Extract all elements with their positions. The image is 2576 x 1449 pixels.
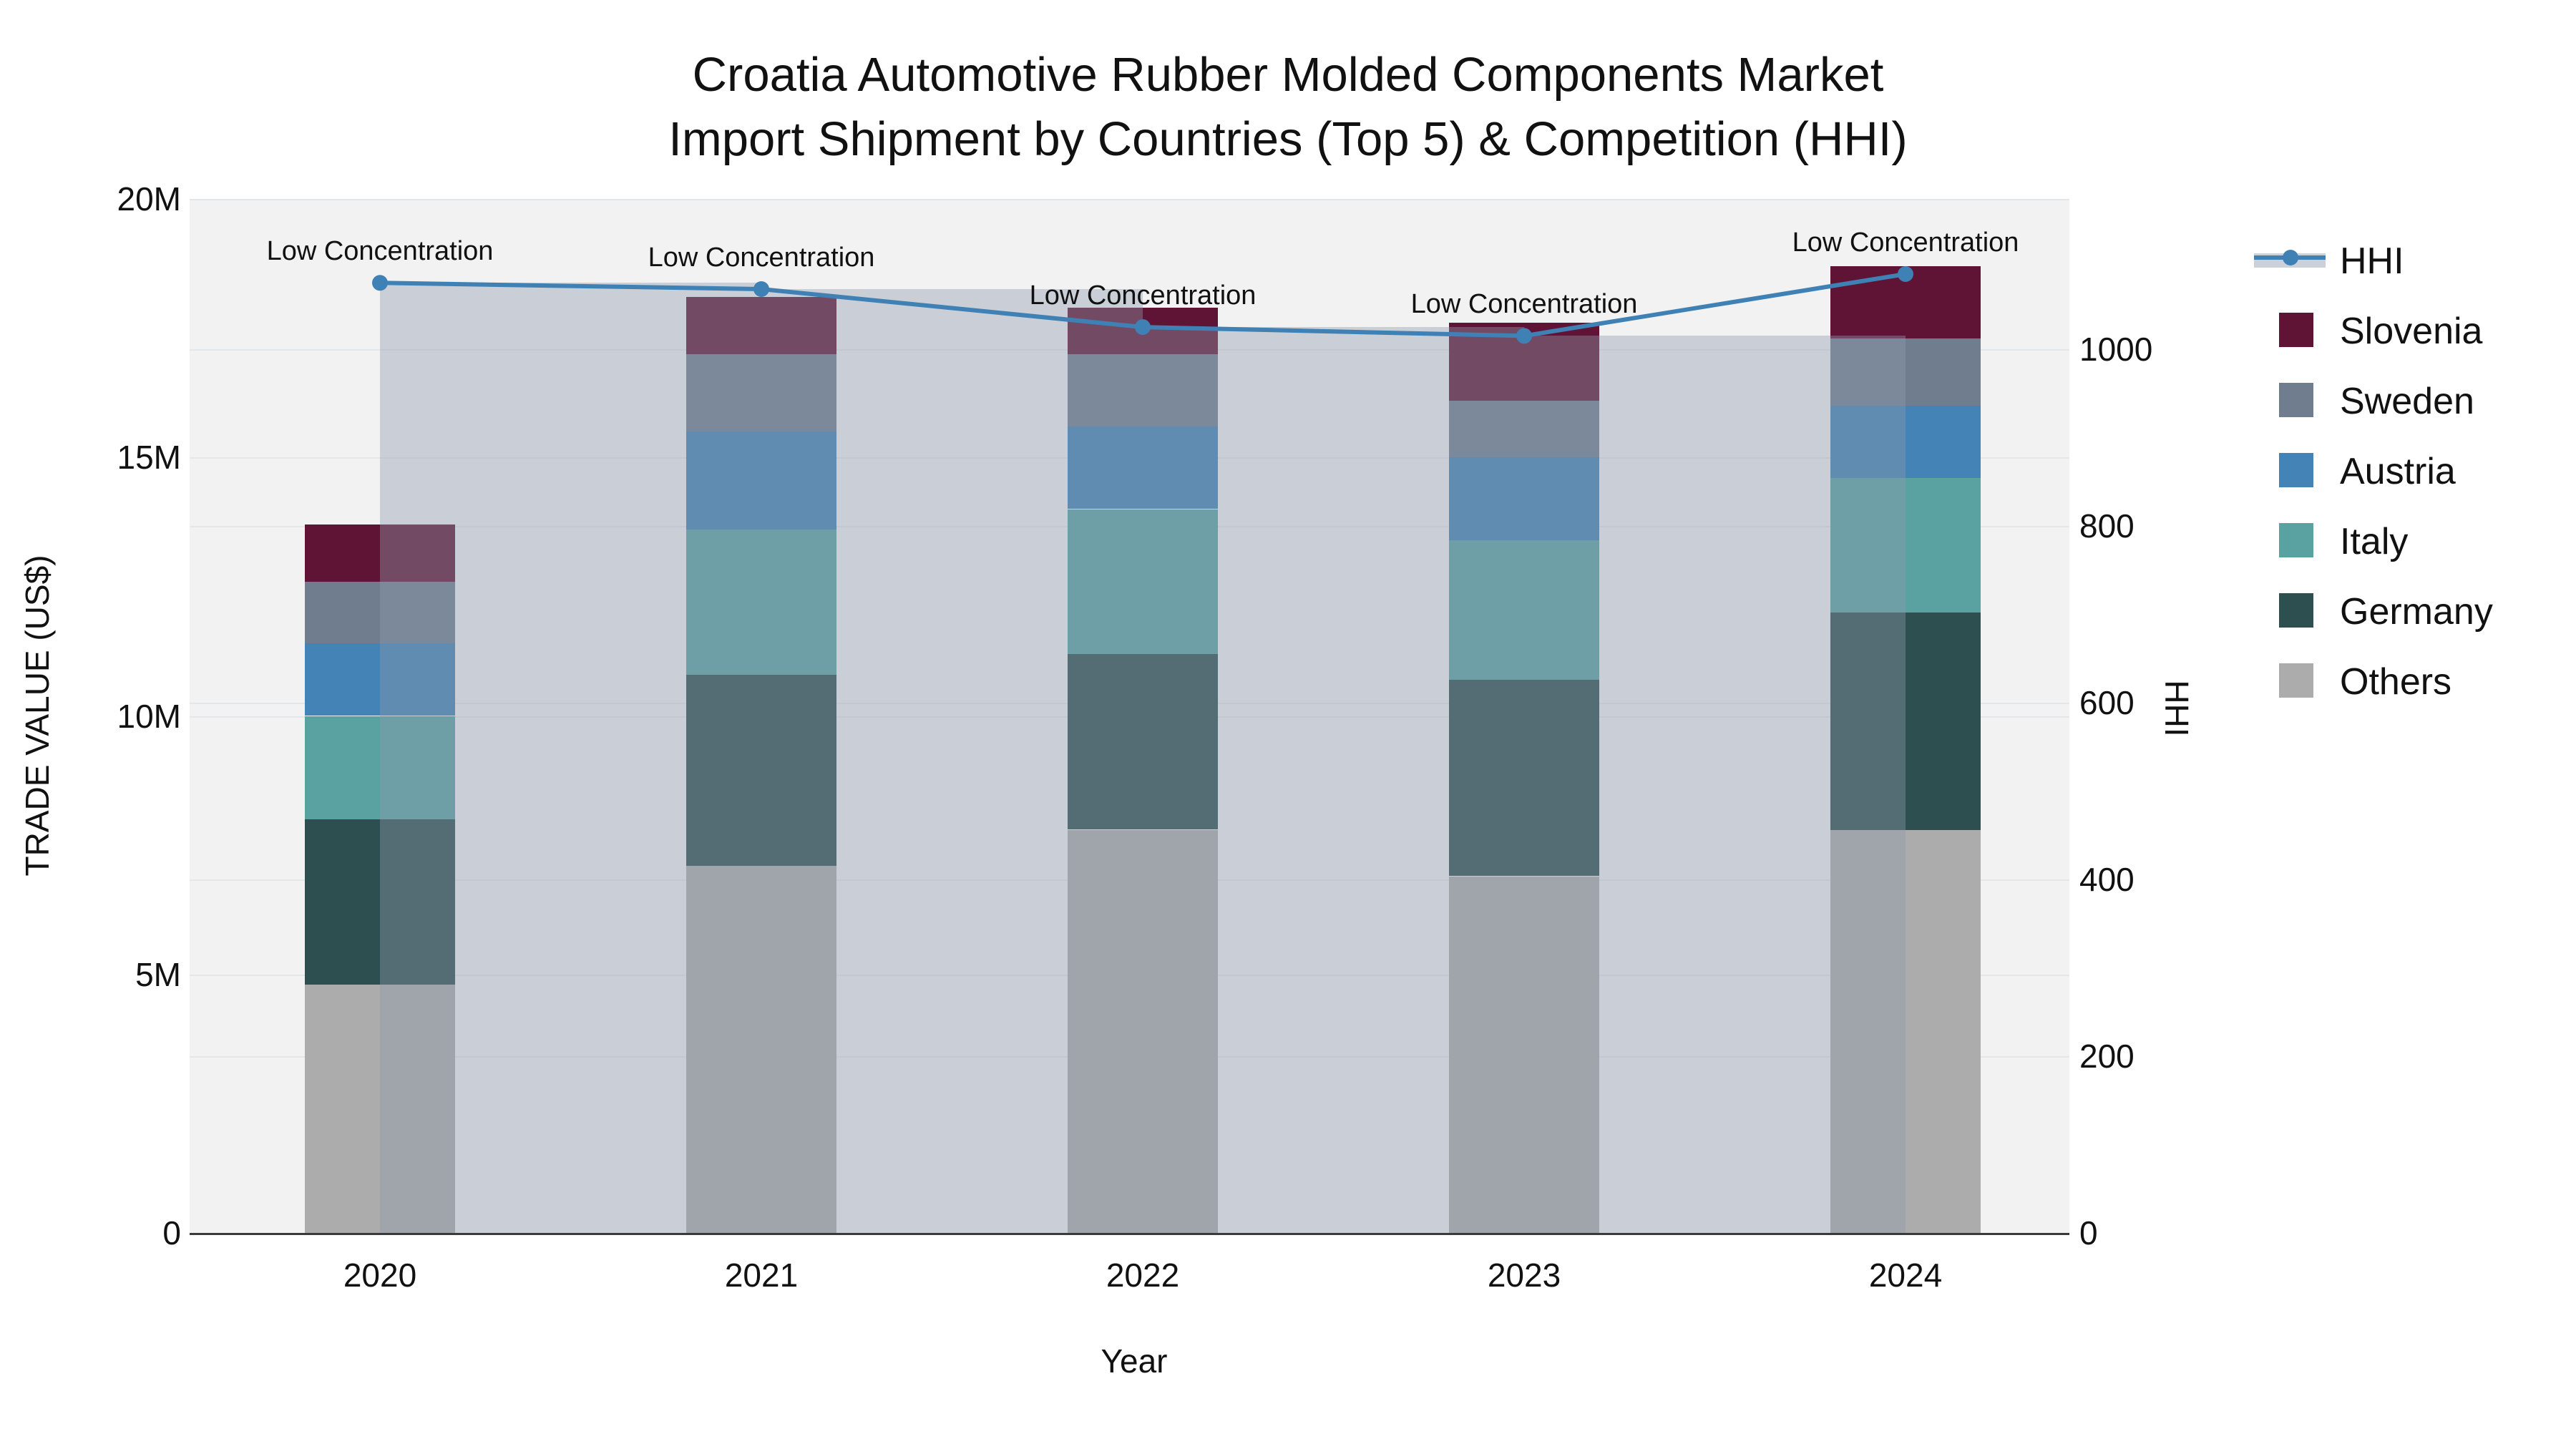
legend-label-sweden: Sweden <box>2340 381 2474 422</box>
x-tick-2023: 2023 <box>1487 1257 1561 1294</box>
chart-title: Croatia Automotive Rubber Molded Compone… <box>668 43 1907 172</box>
legend-item-hhi: HHI <box>2254 240 2569 282</box>
y-right-tick-400: 400 <box>2079 861 2135 898</box>
hhi-marker-2021 <box>753 281 769 297</box>
y-left-tick-15M: 15M <box>117 439 181 476</box>
bar-segment-2022-sweden <box>1068 353 1218 426</box>
legend-swatch-germany <box>2279 593 2313 628</box>
bar-segment-2024-italy <box>1830 478 1981 613</box>
annotation-low-concentration-2021: Low Concentration <box>648 243 875 273</box>
bar-segment-2021-others <box>686 866 836 1233</box>
hhi-bar-2022 <box>1143 327 1524 1233</box>
legend-item-germany: Germany <box>2254 590 2569 633</box>
annotation-low-concentration-2020: Low Concentration <box>266 236 494 267</box>
hhi-marker-2023 <box>1516 328 1532 344</box>
bar-segment-2023-sweden <box>1449 400 1599 458</box>
bar-segment-2021-slovenia <box>686 297 836 354</box>
hhi-marker-2020 <box>372 275 388 291</box>
x-tick-2022: 2022 <box>1106 1257 1180 1294</box>
y-left-tick-5M: 5M <box>135 956 181 993</box>
hhi-bar-2023 <box>1524 336 1906 1233</box>
y-left-tick-20M: 20M <box>117 180 181 218</box>
bar-segment-2023-germany <box>1449 679 1599 877</box>
x-tick-2020: 2020 <box>343 1257 417 1294</box>
bar-segment-2020-germany <box>305 819 455 985</box>
y-right-tick-1000: 1000 <box>2079 331 2153 368</box>
bar-segment-2022-germany <box>1068 653 1218 830</box>
bar-segment-2022-austria <box>1068 426 1218 509</box>
x-axis-title: Year <box>1101 1342 1168 1380</box>
y-left-tick-10M: 10M <box>117 698 181 735</box>
bar-segment-2020-others <box>305 985 455 1233</box>
bar-segment-2020-slovenia <box>305 525 455 582</box>
x-tick-2024: 2024 <box>1868 1257 1943 1294</box>
annotation-low-concentration-2022: Low Concentration <box>1029 280 1257 311</box>
hhi-bar-2021 <box>761 289 1143 1233</box>
gridline-left-20 <box>190 199 2069 200</box>
hhi-marker-2024 <box>1898 266 1913 282</box>
y-right-tick-800: 800 <box>2079 507 2135 545</box>
legend-label-austria: Austria <box>2340 451 2456 492</box>
legend-label-italy: Italy <box>2340 521 2409 562</box>
bar-segment-2021-germany <box>686 674 836 866</box>
bar-segment-2024-sweden <box>1830 338 1981 406</box>
bar-segment-2021-sweden <box>686 353 836 432</box>
legend-swatch-sweden <box>2279 383 2313 417</box>
legend-item-italy: Italy <box>2254 520 2569 562</box>
legend-label-hhi: HHI <box>2340 240 2404 282</box>
bar-segment-2021-austria <box>686 431 836 530</box>
y-right-tick-0: 0 <box>2079 1214 2098 1252</box>
legend-item-slovenia: Slovenia <box>2254 310 2569 352</box>
legend-label-germany: Germany <box>2340 591 2493 633</box>
annotation-low-concentration-2024: Low Concentration <box>1792 228 2019 258</box>
hhi-bar-2020 <box>380 283 761 1233</box>
y-right-tick-600: 600 <box>2079 684 2135 721</box>
legend-label-others: Others <box>2340 661 2452 703</box>
legend-item-others: Others <box>2254 660 2569 703</box>
chart-title-line1: Croatia Automotive Rubber Molded Compone… <box>692 48 1884 102</box>
bar-segment-2024-germany <box>1830 613 1981 830</box>
bar-segment-2021-italy <box>686 530 836 675</box>
annotation-low-concentration-2023: Low Concentration <box>1410 289 1638 320</box>
bar-segment-2024-others <box>1830 829 1981 1233</box>
legend-label-slovenia: Slovenia <box>2340 311 2483 352</box>
bar-segment-2023-austria <box>1449 457 1599 540</box>
bar-segment-2020-italy <box>305 716 455 819</box>
y-left-tick-0: 0 <box>162 1214 181 1252</box>
legend-item-austria: Austria <box>2254 450 2569 492</box>
legend-item-sweden: Sweden <box>2254 380 2569 422</box>
bar-segment-2024-austria <box>1830 406 1981 479</box>
bar-segment-2023-others <box>1449 876 1599 1233</box>
y-right-tick-200: 200 <box>2079 1038 2135 1075</box>
bar-segment-2020-sweden <box>305 581 455 644</box>
bar-segment-2022-others <box>1068 829 1218 1233</box>
hhi-marker-2022 <box>1135 319 1151 336</box>
legend-swatch-others <box>2279 663 2313 698</box>
chart-title-line2: Import Shipment by Countries (Top 5) & C… <box>668 112 1908 166</box>
x-axis-spine <box>190 1233 2069 1235</box>
legend-hhi-marker-icon <box>2283 250 2298 265</box>
legend-swatch-slovenia <box>2279 313 2313 347</box>
bar-segment-2022-italy <box>1068 509 1218 654</box>
legend-swatch-austria <box>2279 453 2313 487</box>
x-tick-2021: 2021 <box>724 1257 799 1294</box>
bar-segment-2023-italy <box>1449 540 1599 680</box>
legend-swatch-italy <box>2279 523 2313 557</box>
bar-segment-2020-austria <box>305 643 455 716</box>
